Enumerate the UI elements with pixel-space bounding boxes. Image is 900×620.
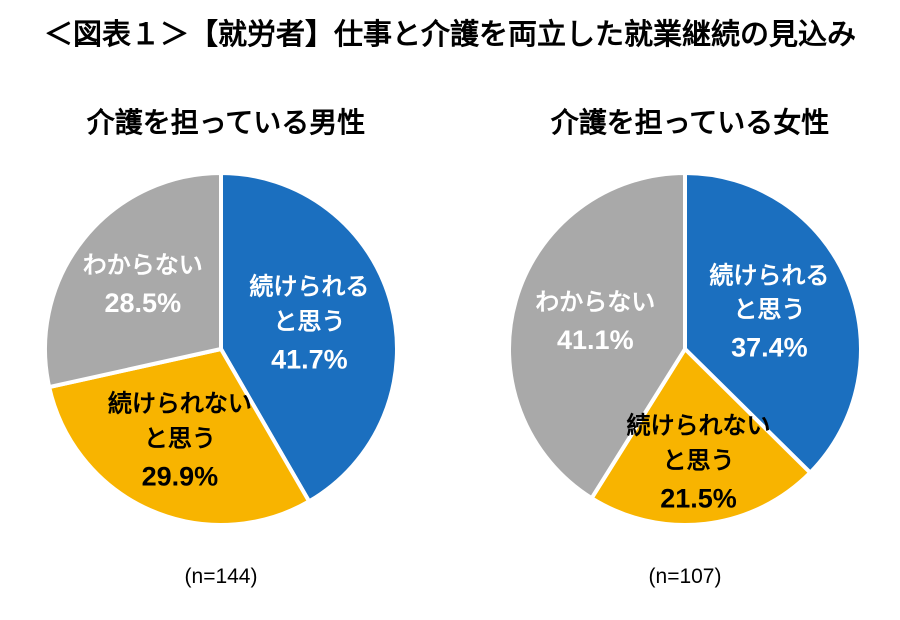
- pie-chart-women: 続けられる と思う 37.4% 続けられない と思う 21.5% わからない 41.1%: [495, 159, 875, 539]
- pie-slice-0: [683, 171, 863, 475]
- pie-slice-1: [47, 347, 312, 527]
- pie-svg-women: [507, 171, 863, 527]
- pie-chart-men: 続けられる と思う 41.7% 続けられない と思う 29.9% わからない 28.5%: [31, 159, 411, 539]
- pie-slice-1: [589, 347, 813, 527]
- figure-title: ＜図表１＞【就労者】仕事と介護を両立した就業継続の見込み: [43, 19, 856, 51]
- pie-svg-men: [43, 171, 399, 527]
- sample-size-men: (n=144): [184, 565, 258, 588]
- sample-size-women: (n=107): [648, 565, 722, 588]
- pie-slice-0: [219, 171, 399, 504]
- pie-slice-2: [43, 171, 223, 390]
- pie-slice-2: [507, 171, 687, 501]
- chart-subtitle-men: 介護を担っている男性: [86, 107, 366, 138]
- chart-subtitle-women: 介護を担っている女性: [550, 107, 830, 138]
